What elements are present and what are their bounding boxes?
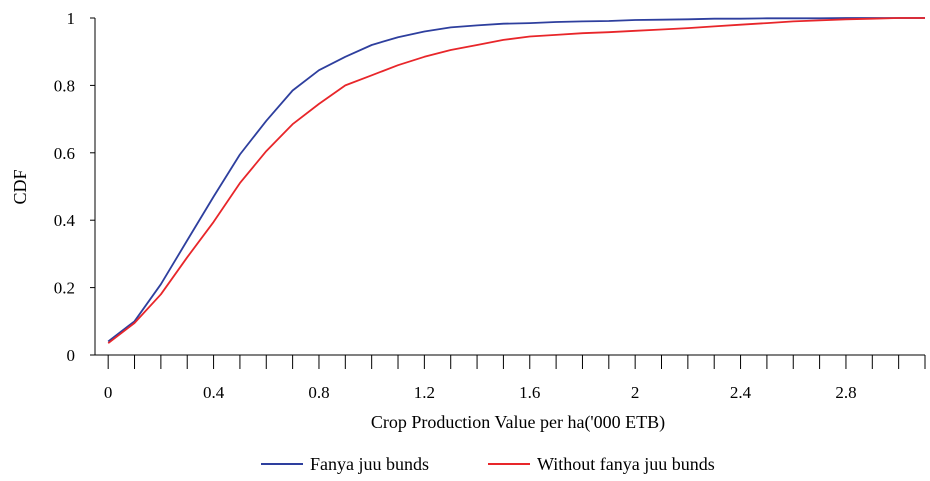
y-tick-label: 1 (67, 9, 76, 28)
y-tick-label: 0.2 (54, 279, 75, 298)
x-tick-label: 1.2 (414, 383, 435, 402)
series-line-fanya-juu-bunds (107, 17, 925, 343)
x-tick-label: 0.8 (308, 383, 329, 402)
x-axis-minor-ticks (107, 355, 926, 369)
series-line-without-fanya-juu-bunds (107, 17, 925, 344)
x-tick-label: 0.4 (203, 383, 225, 402)
legend: Fanya juu bunds Without fanya juu bunds (261, 454, 715, 474)
y-tick-label: 0 (67, 346, 76, 365)
series-layer (107, 17, 925, 344)
legend-label-without-fanya-juu-bunds: Without fanya juu bunds (537, 454, 715, 474)
y-tick-label: 0.6 (54, 144, 75, 163)
x-tick-label: 2.8 (835, 383, 856, 402)
y-tick-label: 0.4 (54, 211, 76, 230)
y-axis-label: CDF (10, 169, 30, 204)
legend-label-fanya-juu-bunds: Fanya juu bunds (310, 454, 429, 474)
x-tick-label: 1.6 (519, 383, 540, 402)
x-tick-label: 0 (104, 383, 113, 402)
x-axis-label: Crop Production Value per ha('000 ETB) (371, 412, 665, 433)
y-tick-label: 0.8 (54, 76, 75, 95)
x-tick-label: 2 (631, 383, 640, 402)
x-axis-ticks: 0 0.4 0.8 1.2 1.6 2 2.4 2.8 (104, 383, 857, 402)
y-axis-ticks: 0 0.2 0.4 0.6 0.8 1 (54, 9, 95, 365)
x-tick-label: 2.4 (730, 383, 752, 402)
